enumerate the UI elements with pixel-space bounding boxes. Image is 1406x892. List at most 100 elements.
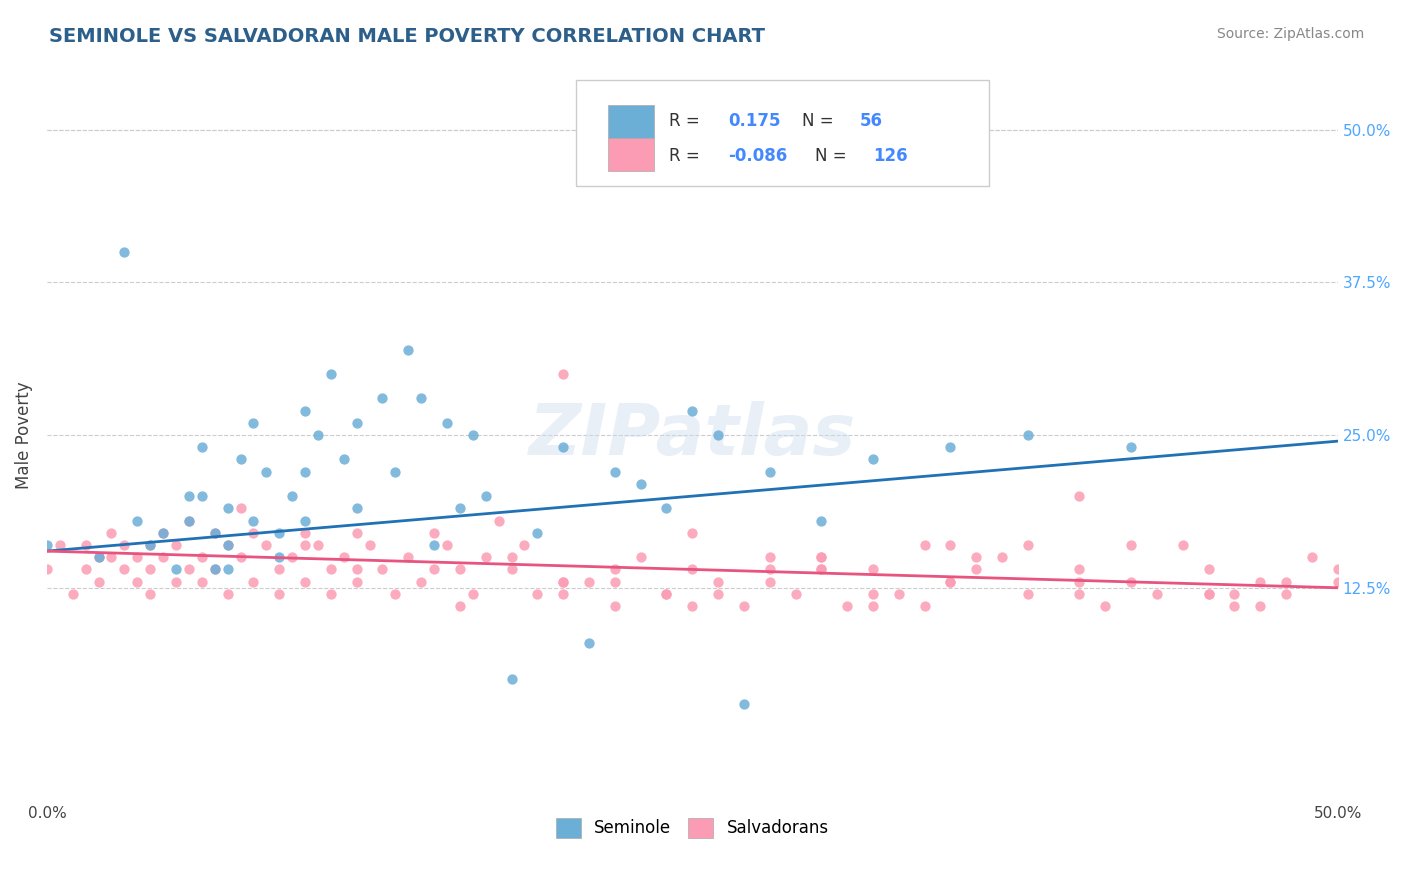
Text: 56: 56 bbox=[860, 112, 883, 130]
Point bbox=[204, 525, 226, 540]
Point bbox=[1119, 574, 1142, 589]
Point bbox=[707, 574, 730, 589]
Point bbox=[217, 587, 239, 601]
Point bbox=[254, 465, 277, 479]
Point bbox=[733, 599, 755, 613]
Point bbox=[1198, 587, 1220, 601]
Point bbox=[217, 538, 239, 552]
Point bbox=[281, 489, 304, 503]
Point bbox=[449, 501, 471, 516]
Point bbox=[603, 465, 626, 479]
Point bbox=[75, 562, 97, 576]
Point bbox=[1223, 599, 1246, 613]
Point bbox=[396, 343, 419, 357]
Text: SEMINOLE VS SALVADORAN MALE POVERTY CORRELATION CHART: SEMINOLE VS SALVADORAN MALE POVERTY CORR… bbox=[49, 27, 765, 45]
Point bbox=[204, 562, 226, 576]
Point bbox=[35, 538, 58, 552]
FancyBboxPatch shape bbox=[609, 105, 654, 138]
Point bbox=[939, 574, 962, 589]
Point bbox=[165, 574, 187, 589]
Point bbox=[681, 403, 703, 417]
Point bbox=[204, 525, 226, 540]
Point bbox=[758, 465, 780, 479]
Point bbox=[229, 452, 252, 467]
Point bbox=[436, 538, 458, 552]
Point bbox=[127, 514, 149, 528]
Point bbox=[75, 538, 97, 552]
Point bbox=[229, 550, 252, 565]
Point bbox=[127, 574, 149, 589]
Point bbox=[965, 550, 987, 565]
Y-axis label: Male Poverty: Male Poverty bbox=[15, 381, 32, 489]
Text: -0.086: -0.086 bbox=[728, 147, 787, 166]
Point bbox=[307, 538, 329, 552]
Point bbox=[526, 525, 548, 540]
Text: Source: ZipAtlas.com: Source: ZipAtlas.com bbox=[1216, 27, 1364, 41]
FancyBboxPatch shape bbox=[576, 79, 990, 186]
Point bbox=[810, 550, 832, 565]
Point bbox=[449, 562, 471, 576]
Point bbox=[229, 501, 252, 516]
Point bbox=[191, 440, 214, 454]
Point bbox=[217, 562, 239, 576]
Point bbox=[35, 562, 58, 576]
Point bbox=[578, 636, 600, 650]
Point bbox=[1069, 587, 1091, 601]
Point bbox=[810, 562, 832, 576]
Point bbox=[294, 538, 316, 552]
Point bbox=[242, 514, 264, 528]
Point bbox=[139, 538, 162, 552]
Point bbox=[862, 452, 884, 467]
Point bbox=[191, 550, 214, 565]
Point bbox=[152, 525, 174, 540]
Point bbox=[758, 550, 780, 565]
Text: N =: N = bbox=[801, 112, 839, 130]
Point bbox=[49, 538, 72, 552]
Point bbox=[1301, 550, 1323, 565]
Point bbox=[655, 587, 678, 601]
Point bbox=[139, 538, 162, 552]
Point bbox=[837, 599, 859, 613]
Point bbox=[887, 587, 910, 601]
Point bbox=[1249, 599, 1271, 613]
Point bbox=[177, 562, 200, 576]
Point bbox=[281, 550, 304, 565]
Point bbox=[681, 525, 703, 540]
Point bbox=[177, 514, 200, 528]
Point bbox=[1146, 587, 1168, 601]
Point bbox=[87, 574, 110, 589]
Point bbox=[112, 244, 135, 259]
Point bbox=[177, 514, 200, 528]
Point bbox=[707, 587, 730, 601]
Point bbox=[396, 550, 419, 565]
Point bbox=[810, 550, 832, 565]
Point bbox=[242, 525, 264, 540]
Point bbox=[758, 562, 780, 576]
Point bbox=[1223, 587, 1246, 601]
Point bbox=[371, 562, 394, 576]
Point bbox=[269, 587, 291, 601]
Point bbox=[269, 550, 291, 565]
Point bbox=[269, 562, 291, 576]
Point bbox=[1198, 587, 1220, 601]
Point bbox=[371, 392, 394, 406]
Point bbox=[1275, 574, 1298, 589]
Legend: Seminole, Salvadorans: Seminole, Salvadorans bbox=[550, 811, 835, 845]
Point bbox=[165, 562, 187, 576]
Point bbox=[139, 587, 162, 601]
Point bbox=[707, 428, 730, 442]
Point bbox=[501, 562, 523, 576]
Point bbox=[449, 599, 471, 613]
Point bbox=[630, 477, 652, 491]
Point bbox=[553, 440, 575, 454]
Point bbox=[346, 574, 368, 589]
Point bbox=[488, 514, 510, 528]
Point bbox=[294, 525, 316, 540]
Point bbox=[474, 550, 496, 565]
Point bbox=[294, 574, 316, 589]
Point bbox=[411, 574, 433, 589]
Point bbox=[1249, 574, 1271, 589]
Point bbox=[384, 465, 406, 479]
Point bbox=[1119, 538, 1142, 552]
Point bbox=[384, 587, 406, 601]
